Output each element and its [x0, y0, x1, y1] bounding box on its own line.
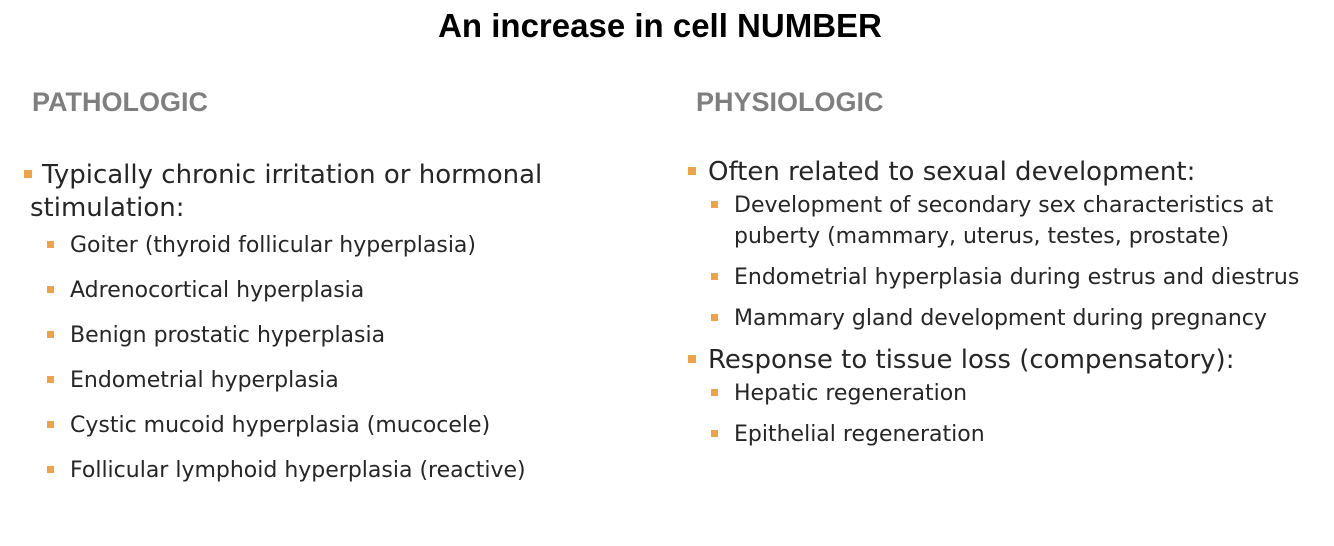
physiologic-group-1-heading: Response to tissue loss (compensatory): — [688, 344, 1324, 377]
physiologic-heading: PHYSIOLOGIC — [696, 87, 884, 117]
list-item: Follicular lymphoid hyperplasia (reactiv… — [30, 455, 650, 486]
physiologic-group-0-heading: Often related to sexual development: — [688, 156, 1324, 189]
list-item-text: Adrenocortical hyperplasia — [70, 278, 365, 303]
list-item: Mammary gland development during pregnan… — [694, 303, 1324, 334]
bullet-square-icon — [711, 314, 718, 321]
list-item-text: Goiter (thyroid follicular hyperplasia) — [70, 233, 477, 258]
physiologic-group-1-label: Response to tissue loss (compensatory): — [708, 345, 1235, 375]
pathologic-heading: PATHOLOGIC — [32, 87, 208, 117]
physiologic-group-1: Response to tissue loss (compensatory): … — [688, 344, 1324, 450]
physiologic-column: PHYSIOLOGIC Often related to sexual deve… — [688, 82, 1324, 460]
list-item-text: Mammary gland development during pregnan… — [734, 306, 1267, 331]
list-item: Cystic mucoid hyperplasia (mucocele) — [30, 410, 650, 441]
list-item-text: Development of secondary sex characteris… — [734, 193, 1274, 249]
pathologic-group-0-label: Typically chronic irritation or hormonal… — [30, 160, 543, 223]
list-item: Benign prostatic hyperplasia — [30, 320, 650, 351]
bullet-square-icon — [711, 430, 718, 437]
bullet-square-icon — [711, 201, 718, 208]
page-title: An increase in cell NUMBER — [438, 7, 882, 44]
list-item: Goiter (thyroid follicular hyperplasia) — [30, 230, 650, 261]
list-item-text: Hepatic regeneration — [734, 381, 968, 406]
bullet-square-icon — [688, 355, 696, 363]
bullet-square-icon — [47, 466, 54, 473]
list-item-text: Epithelial regeneration — [734, 422, 985, 447]
list-item-text: Cystic mucoid hyperplasia (mucocele) — [70, 413, 491, 438]
bullet-square-icon — [688, 167, 696, 175]
bullet-square-icon — [47, 241, 54, 248]
bullet-square-icon — [47, 286, 54, 293]
list-item: Adrenocortical hyperplasia — [30, 275, 650, 306]
bullet-square-icon — [711, 389, 718, 396]
bullet-square-icon — [47, 331, 54, 338]
list-item: Development of secondary sex characteris… — [694, 190, 1324, 252]
bullet-square-icon — [711, 273, 718, 280]
list-item-text: Benign prostatic hyperplasia — [70, 323, 386, 348]
physiologic-group-0-list: Development of secondary sex characteris… — [694, 190, 1324, 334]
pathologic-column: PATHOLOGIC Typically chronic irritation … — [24, 82, 650, 500]
pathologic-group-0-list: Goiter (thyroid follicular hyperplasia) … — [30, 230, 650, 486]
list-item: Epithelial regeneration — [694, 419, 1324, 450]
physiologic-group-0-label: Often related to sexual development: — [708, 157, 1196, 187]
list-item-text: Follicular lymphoid hyperplasia (reactiv… — [70, 458, 526, 483]
pathologic-group-0: Typically chronic irritation or hormonal… — [24, 159, 650, 225]
list-item: Endometrial hyperplasia during estrus an… — [694, 262, 1324, 293]
physiologic-group-0: Often related to sexual development: Dev… — [688, 156, 1324, 334]
list-item: Endometrial hyperplasia — [30, 365, 650, 396]
list-item-text: Endometrial hyperplasia during estrus an… — [734, 265, 1300, 290]
physiologic-group-1-list: Hepatic regeneration Epithelial regenera… — [694, 378, 1324, 450]
bullet-square-icon — [24, 170, 32, 178]
list-item-text: Endometrial hyperplasia — [70, 368, 339, 393]
bullet-square-icon — [47, 421, 54, 428]
bullet-square-icon — [47, 376, 54, 383]
list-item: Hepatic regeneration — [694, 378, 1324, 409]
